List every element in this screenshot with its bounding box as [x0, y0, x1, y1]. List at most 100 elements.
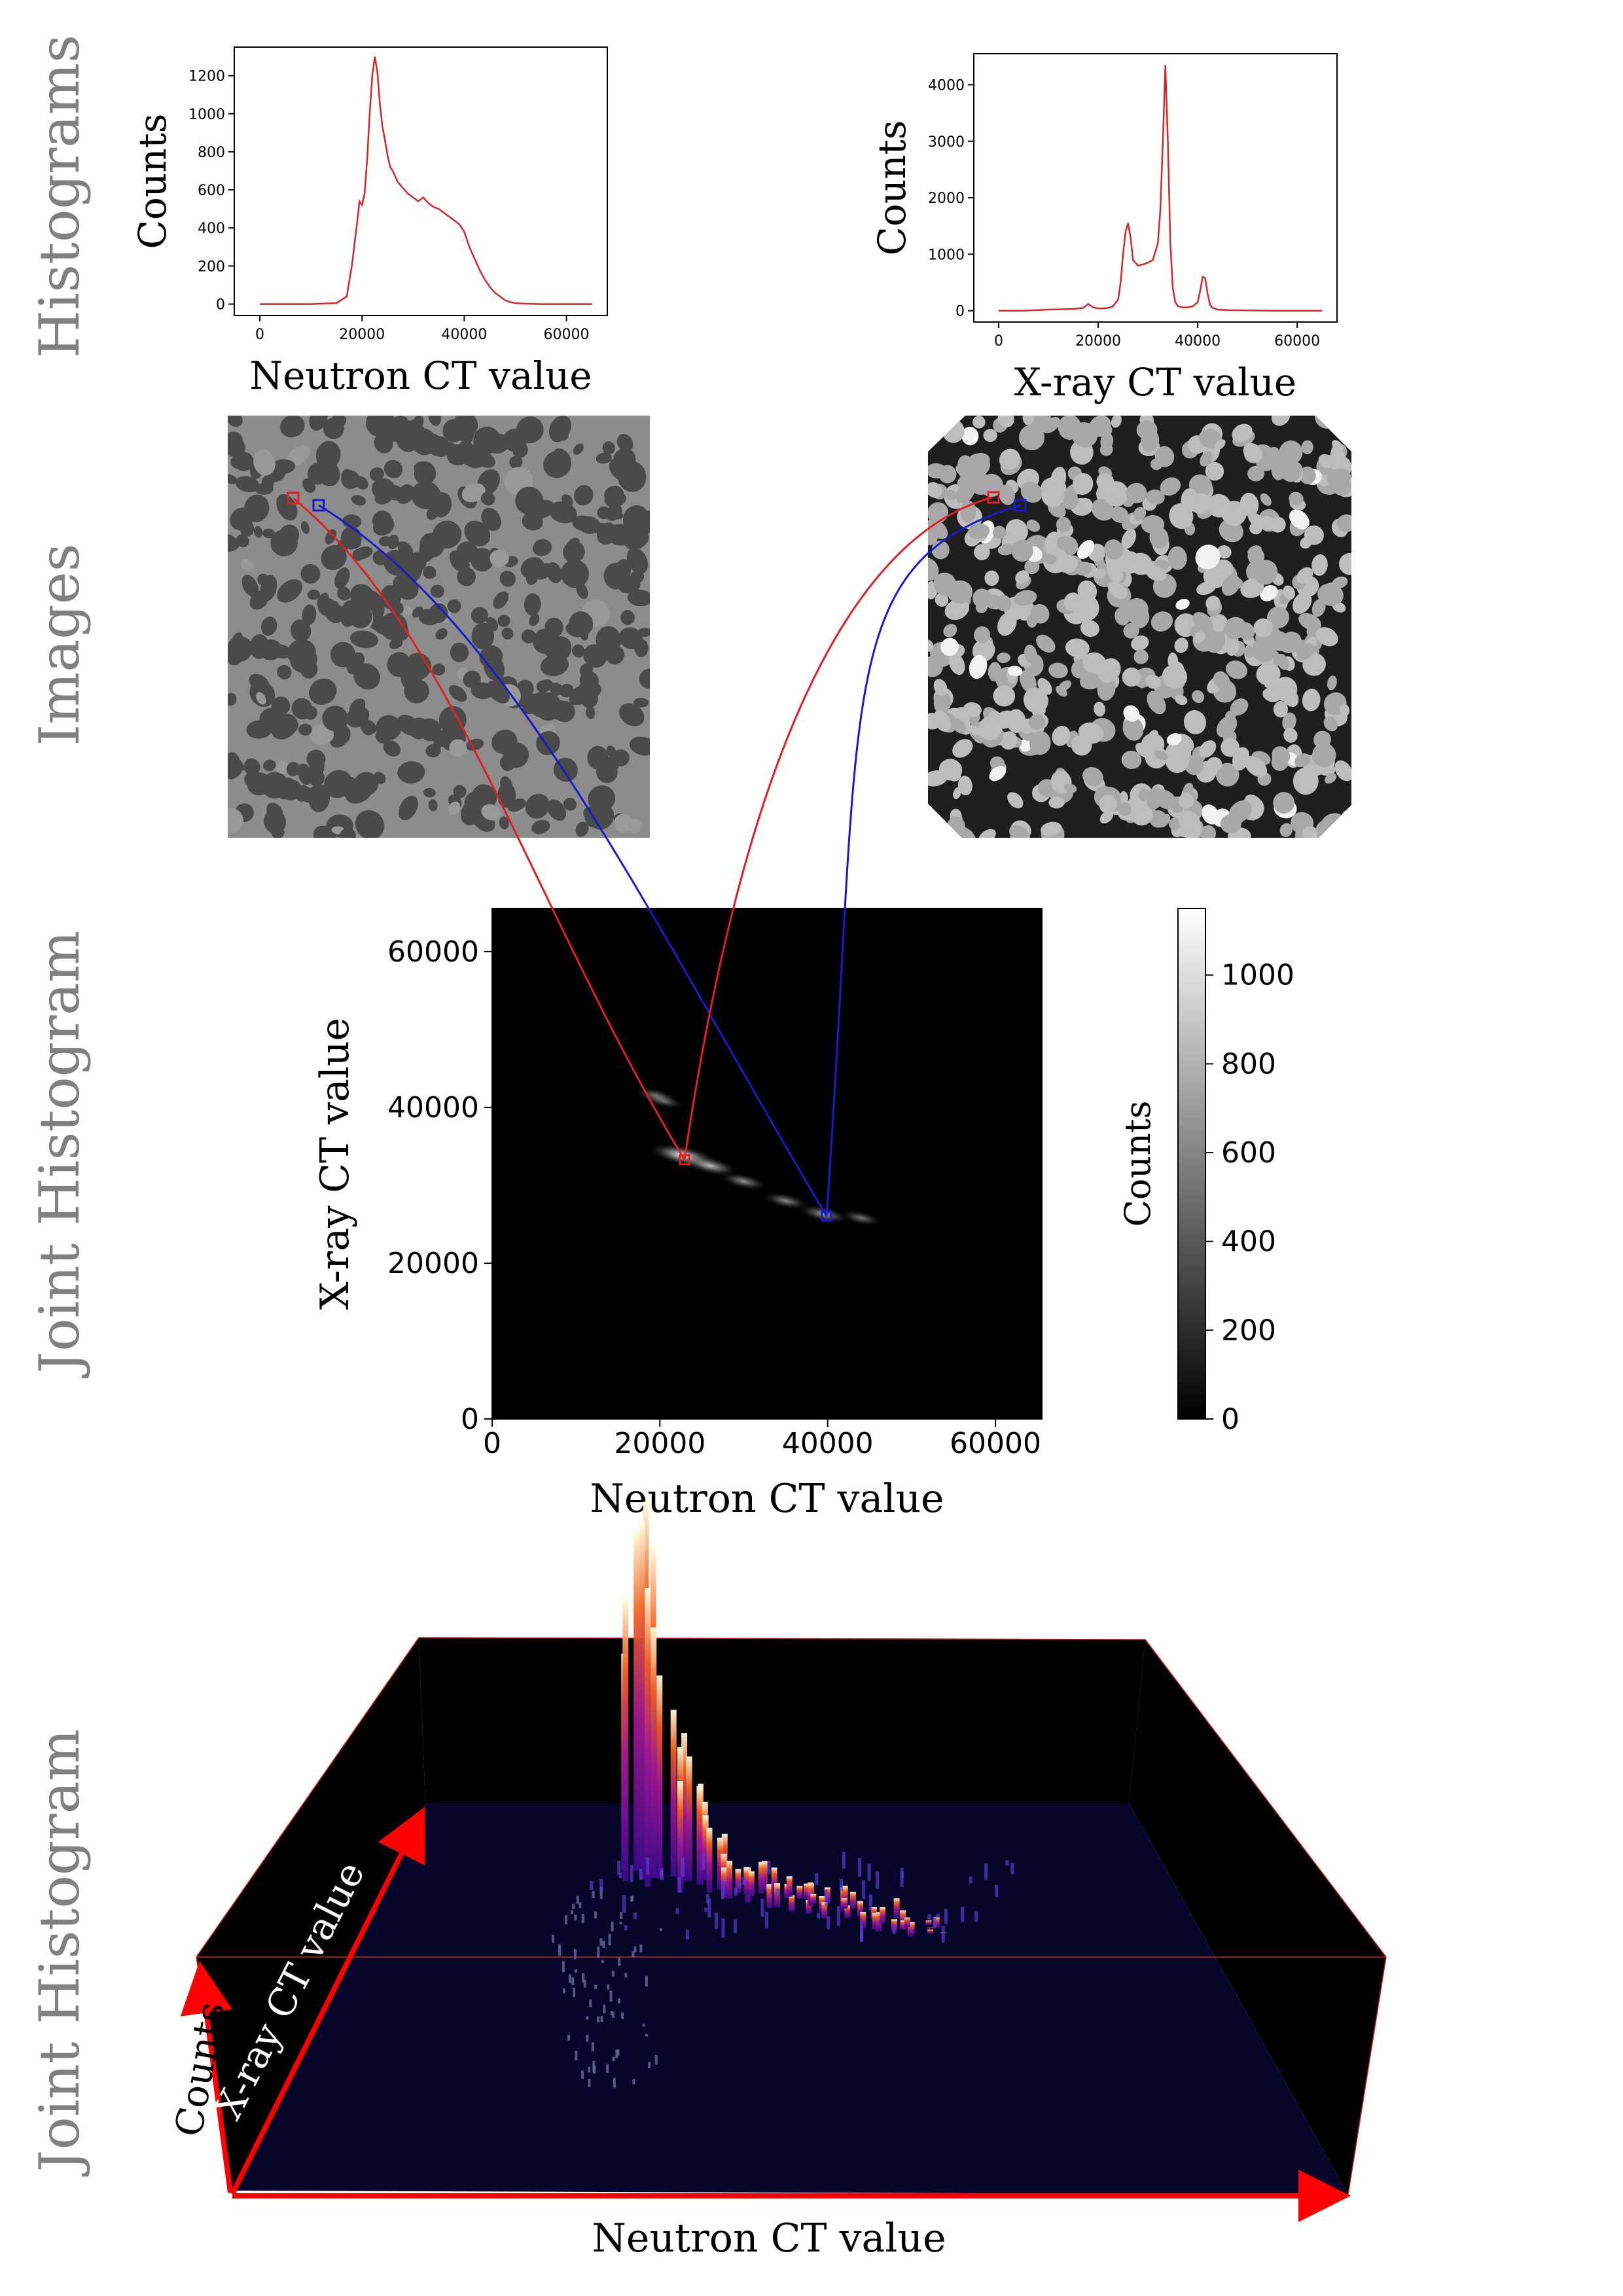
neutron-grain [387, 534, 399, 550]
neutron-grain [351, 495, 366, 506]
neutron-grain [244, 770, 262, 787]
histogram-bar [876, 1871, 880, 1889]
neutron-grain [241, 575, 259, 598]
histogram-bar [590, 1881, 594, 1890]
histogram-bar [610, 2011, 613, 2015]
xray-grain [1135, 742, 1153, 759]
neutron-grain [577, 681, 597, 702]
histogram-bar [670, 1710, 677, 1877]
neutron-grain [457, 567, 476, 586]
neutron-grain [572, 644, 585, 658]
neutron-grain [389, 638, 403, 649]
histogram-bar [656, 1675, 663, 1878]
histogram-bar [660, 1867, 664, 1880]
xray-histogram-frame [973, 53, 1338, 323]
histogram-bar [591, 2042, 594, 2051]
xray-grain [960, 501, 976, 523]
neutron-grain [602, 441, 615, 455]
joint-ytick-label: 60000 [387, 935, 479, 969]
xray-grain [963, 702, 982, 718]
neutron-grain [420, 482, 433, 495]
xray-grain [997, 416, 1014, 427]
neutron-grain [563, 797, 577, 811]
histogram-bar [575, 2051, 578, 2060]
histogram-bar [606, 2064, 609, 2073]
histogram-bar [867, 1863, 871, 1881]
histogram-bar [613, 2077, 616, 2088]
red-connector-xray [683, 496, 993, 1160]
xray-grain [1119, 603, 1138, 620]
neutron-grain [481, 507, 501, 531]
xray-grain [1302, 689, 1321, 711]
histogram-bar [594, 1984, 597, 1989]
neutron-grain [605, 503, 622, 521]
histogram-bar [685, 1929, 689, 1940]
neutron-grain [330, 641, 356, 668]
xray-grain [1168, 652, 1179, 670]
neutron-histogram-frame [234, 46, 608, 316]
xray-grain [1302, 653, 1326, 676]
neutron-grain [620, 610, 635, 625]
xray-grain [1154, 446, 1175, 467]
histogram-bar [721, 1918, 725, 1938]
xray-grain [1181, 488, 1198, 512]
histogram-bar [836, 1906, 840, 1926]
histogram-bar [588, 2079, 591, 2087]
xray-grain [1296, 567, 1313, 584]
neutron-grain [428, 799, 438, 812]
xray-grain [1247, 465, 1265, 482]
neutron-grain [579, 663, 593, 677]
neutron-grain [481, 804, 501, 821]
neutron-grain [353, 546, 373, 560]
histogram-bar [941, 1926, 945, 1943]
histogram-bar [840, 1878, 844, 1892]
neutron-grain [423, 787, 436, 798]
neutron-grain [532, 539, 552, 556]
xray-grain [1065, 638, 1090, 658]
histogram-bar [760, 1899, 764, 1917]
neutron-grain [341, 470, 360, 490]
histogram-bar [969, 1876, 972, 1884]
neutron-grain [270, 529, 298, 557]
neutron-grain [419, 532, 445, 558]
xray-grain [1122, 667, 1141, 687]
xray-grain [1334, 416, 1351, 431]
xray-grain [978, 829, 996, 838]
back-wall [419, 1638, 1145, 1803]
xray-grain [948, 653, 965, 675]
xray-grain [933, 416, 948, 429]
neutron-grain [438, 706, 467, 734]
xray-grain [1273, 701, 1289, 718]
neutron-grain [549, 501, 577, 524]
neutron-grain [628, 466, 645, 482]
xray-grain [1311, 743, 1336, 767]
neutron-grain [307, 589, 320, 600]
xray-grain [974, 544, 990, 560]
xray-grain [1283, 728, 1298, 743]
xray-grain [1123, 622, 1139, 639]
histogram-bar [639, 1869, 643, 1880]
histogram-bar [621, 2012, 624, 2019]
connector-lines [287, 491, 1027, 1222]
neutron-grain [559, 683, 574, 698]
histogram-bar [734, 1888, 738, 1896]
colorbar-tick-label: 0 [1221, 1403, 1240, 1436]
xray-grain [1293, 592, 1312, 614]
xray-grain [1228, 577, 1243, 590]
xray-grain [1240, 492, 1259, 517]
xray-grain [1243, 442, 1262, 463]
histogram-bar [892, 1924, 896, 1934]
histogram-bar [974, 1911, 978, 1922]
neutron-grain [543, 450, 571, 478]
neutron-grain [302, 478, 315, 493]
xray-grain [955, 482, 975, 504]
neutron-grain [497, 615, 510, 627]
xray-grain [1249, 522, 1262, 535]
joint-ytick-label: 0 [461, 1403, 479, 1436]
xray-grain [1245, 645, 1255, 658]
neutron-grain [586, 706, 596, 719]
neutron-grain [626, 547, 649, 574]
xray-grain [1149, 527, 1169, 549]
neutron-grain [522, 512, 543, 531]
histogram-bar [821, 1902, 828, 1918]
